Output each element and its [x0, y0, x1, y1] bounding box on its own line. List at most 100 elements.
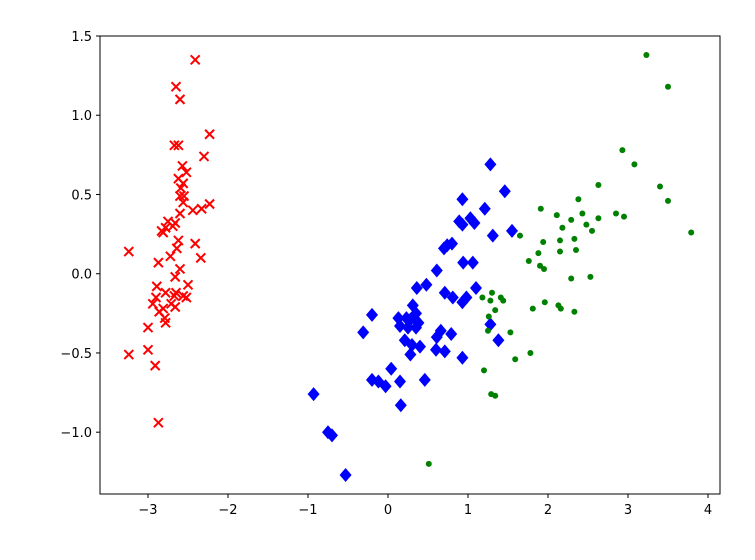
- point: [589, 227, 595, 234]
- point: [189, 54, 201, 65]
- point: [160, 287, 171, 298]
- point: [446, 290, 459, 305]
- axes-frame: [99, 35, 721, 495]
- point: [484, 157, 497, 172]
- point: [414, 339, 426, 354]
- x-tick-label: 0: [384, 503, 392, 518]
- point: [571, 235, 578, 242]
- point: [492, 307, 499, 314]
- point: [169, 271, 181, 283]
- point: [500, 297, 507, 304]
- point: [583, 221, 590, 228]
- point: [527, 349, 534, 356]
- point: [177, 160, 188, 172]
- point: [357, 325, 370, 340]
- point: [160, 317, 171, 329]
- point: [410, 280, 423, 295]
- point: [507, 329, 514, 336]
- point: [525, 258, 532, 265]
- point: [142, 344, 154, 355]
- point: [478, 201, 491, 216]
- point: [174, 94, 186, 105]
- point: [123, 246, 135, 257]
- y-tick-label: 0.5: [71, 188, 92, 203]
- point: [613, 210, 619, 217]
- point: [404, 347, 417, 362]
- point: [438, 344, 451, 359]
- point: [151, 281, 163, 292]
- point: [479, 294, 486, 301]
- x-tick-label: 1: [464, 503, 472, 518]
- point: [156, 225, 167, 237]
- y-tick-label: 1.0: [71, 109, 92, 124]
- point: [541, 265, 547, 272]
- point: [631, 161, 638, 168]
- point: [169, 290, 180, 302]
- point: [441, 238, 454, 253]
- point: [198, 151, 210, 162]
- point: [587, 273, 594, 280]
- point: [529, 305, 536, 312]
- point: [385, 361, 398, 376]
- point: [196, 203, 207, 214]
- y-tick-label: −0.5: [60, 347, 92, 362]
- point: [468, 216, 481, 231]
- point: [430, 263, 443, 278]
- point: [379, 379, 392, 394]
- point: [420, 277, 433, 292]
- point: [456, 192, 469, 207]
- x-tick-label: 2: [544, 503, 552, 518]
- y-tick-label: 1.5: [71, 30, 92, 45]
- point: [445, 326, 458, 341]
- point: [487, 297, 494, 304]
- point: [394, 398, 407, 413]
- point: [165, 251, 176, 262]
- point: [619, 147, 626, 154]
- point: [410, 320, 422, 335]
- point: [204, 198, 215, 210]
- x-tick-label: −2: [218, 503, 237, 518]
- point: [418, 372, 431, 387]
- point: [492, 333, 505, 348]
- x-tick-label: 3: [624, 503, 632, 518]
- point: [537, 205, 544, 212]
- point: [177, 197, 189, 208]
- point: [339, 467, 352, 482]
- plot-area: [123, 52, 695, 482]
- point: [149, 360, 161, 371]
- point: [470, 280, 482, 295]
- x-tick-label: 4: [704, 503, 712, 518]
- point: [657, 183, 663, 190]
- point: [557, 305, 564, 312]
- point: [541, 299, 548, 306]
- point: [456, 350, 469, 365]
- point: [430, 342, 442, 357]
- point: [366, 307, 378, 322]
- point: [173, 235, 184, 246]
- point: [579, 210, 586, 217]
- point: [195, 252, 207, 264]
- point: [621, 213, 627, 220]
- point: [169, 140, 180, 151]
- point: [174, 263, 186, 275]
- point: [189, 238, 201, 249]
- point: [204, 129, 215, 140]
- point: [553, 212, 560, 219]
- point: [489, 289, 495, 296]
- point: [425, 460, 432, 467]
- point: [456, 217, 469, 232]
- point: [595, 181, 602, 188]
- point: [571, 308, 578, 315]
- point: [153, 417, 164, 428]
- point: [557, 237, 563, 244]
- point: [481, 367, 487, 374]
- point: [535, 250, 542, 257]
- point: [153, 257, 164, 268]
- point: [181, 292, 192, 303]
- point: [568, 275, 575, 282]
- point: [460, 290, 473, 305]
- point: [537, 262, 543, 269]
- point: [492, 392, 499, 399]
